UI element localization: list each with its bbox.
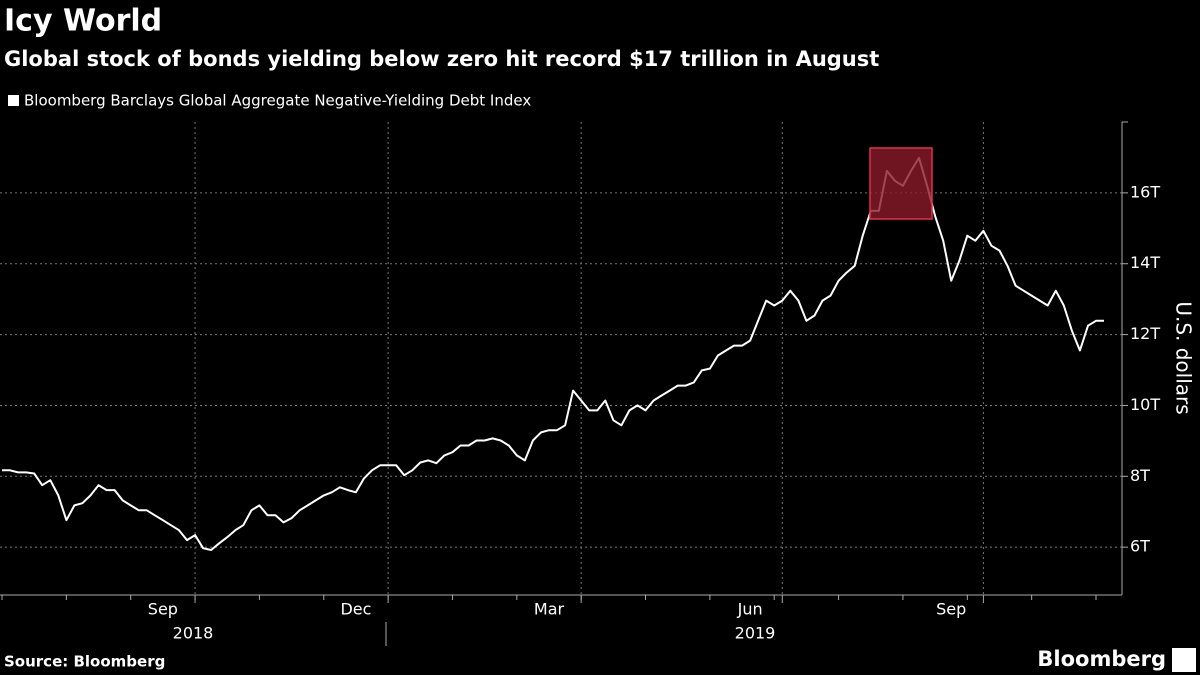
y-tick-label: 8T: [1130, 466, 1150, 485]
x-tick-label: Jun: [737, 600, 763, 619]
x-tick-label: Sep: [936, 600, 966, 619]
year-label: 2018: [173, 624, 214, 643]
legend-swatch: [8, 95, 19, 106]
y-tick-label: 16T: [1130, 182, 1160, 201]
brand-logo: Bloomberg: [1037, 647, 1166, 671]
y-tick-label: 12T: [1130, 324, 1160, 343]
y-axis-label: U.S. dollars: [1172, 301, 1196, 414]
x-tick-label: Sep: [148, 600, 178, 619]
y-tick-label: 10T: [1130, 395, 1160, 414]
brand-icon: [1172, 648, 1196, 672]
chart-title: Icy World: [4, 4, 162, 39]
year-label: 2019: [735, 624, 776, 643]
legend-label: Bloomberg Barclays Global Aggregate Nega…: [24, 92, 531, 110]
y-tick-label: 14T: [1130, 253, 1160, 272]
x-tick-label: Mar: [534, 600, 565, 619]
source: Source: Bloomberg: [4, 653, 165, 671]
x-tick-label: Dec: [340, 600, 371, 619]
highlight-box: [869, 147, 933, 220]
chart-subtitle: Global stock of bonds yielding below zer…: [4, 47, 879, 71]
y-tick-label: 6T: [1130, 537, 1150, 556]
